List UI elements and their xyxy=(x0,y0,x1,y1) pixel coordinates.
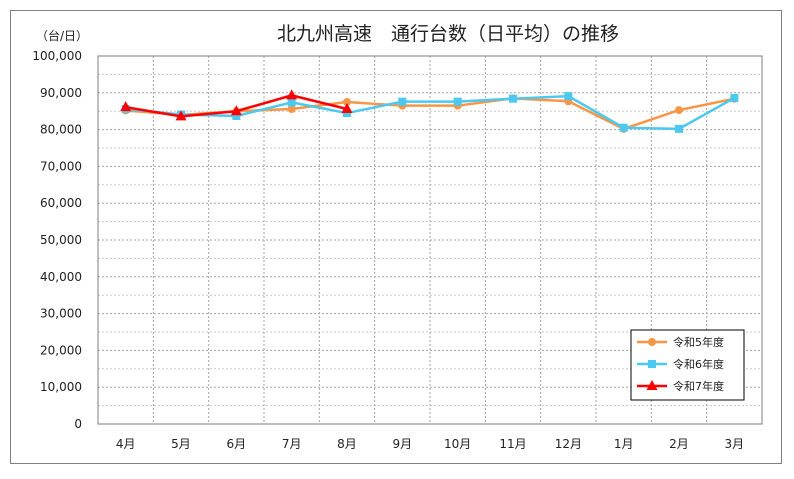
data-point xyxy=(343,98,351,106)
x-tick-label: 8月 xyxy=(337,437,357,451)
y-axis-label: （台/日） xyxy=(36,28,88,43)
y-tick-label: 10,000 xyxy=(40,380,82,394)
data-point xyxy=(619,123,628,132)
data-point xyxy=(287,104,296,113)
x-tick-label: 12月 xyxy=(555,437,582,451)
data-point xyxy=(232,111,241,120)
data-point xyxy=(230,105,242,116)
data-point xyxy=(564,92,573,101)
y-tick-label: 20,000 xyxy=(40,343,82,357)
data-point xyxy=(343,109,351,118)
y-tick-labels: 0 10,000 20,000 30,000 40,000 50,000 60,000 70,… xyxy=(32,49,82,431)
data-point xyxy=(675,124,683,133)
axes xyxy=(97,55,763,425)
data-point xyxy=(509,94,517,103)
legend-swatch-marker xyxy=(648,338,656,346)
x-tick-label: 7月 xyxy=(282,437,302,451)
legend-swatch-marker xyxy=(648,360,656,368)
series-line xyxy=(125,94,735,131)
data-point xyxy=(730,93,739,102)
y-tick-label: 30,000 xyxy=(40,307,82,321)
x-tick-label: 10月 xyxy=(444,437,471,451)
y-tick-label: 80,000 xyxy=(40,123,82,137)
legend-label: 令和7年度 xyxy=(673,379,724,393)
plot-area-border xyxy=(97,55,763,425)
y-tick-label: 70,000 xyxy=(40,159,82,173)
x-tick-label: 11月 xyxy=(499,437,526,451)
x-tick-label: 6月 xyxy=(227,437,247,451)
x-tick-label: 9月 xyxy=(393,437,413,451)
series-3 xyxy=(120,89,353,121)
legend-label: 令和5年度 xyxy=(673,335,724,349)
grid-lines xyxy=(98,55,762,424)
data-point xyxy=(287,98,296,107)
data-point xyxy=(398,97,407,106)
series-2 xyxy=(121,92,739,133)
y-tick-label: 60,000 xyxy=(40,196,82,210)
y-tick-label: 50,000 xyxy=(40,233,82,247)
data-point xyxy=(175,110,187,121)
data-point xyxy=(286,89,298,100)
x-tick-label: 4月 xyxy=(116,437,136,451)
x-tick-label: 1月 xyxy=(614,437,634,451)
y-tick-label: 0 xyxy=(74,417,82,431)
series-lines xyxy=(120,89,739,133)
chart-title: 北九州高速 通行台数（日平均）の推移 xyxy=(277,23,619,45)
x-tick-label: 5月 xyxy=(171,437,191,451)
legend-swatch-marker xyxy=(646,380,658,390)
legend-label: 令和6年度 xyxy=(673,357,724,371)
x-tick-label: 3月 xyxy=(725,437,745,451)
data-point xyxy=(675,106,683,115)
data-point xyxy=(341,102,353,113)
x-tick-labels: 4月 5月 6月 7月 8月 9月 10月 11月 12月 1月 2月 3月 xyxy=(116,437,744,451)
y-tick-label: 100,000 xyxy=(32,49,82,63)
data-point xyxy=(120,101,132,112)
y-tick-label: 40,000 xyxy=(40,270,82,284)
x-tick-label: 2月 xyxy=(669,437,689,451)
y-tick-label: 90,000 xyxy=(40,86,82,100)
data-point xyxy=(453,97,462,106)
